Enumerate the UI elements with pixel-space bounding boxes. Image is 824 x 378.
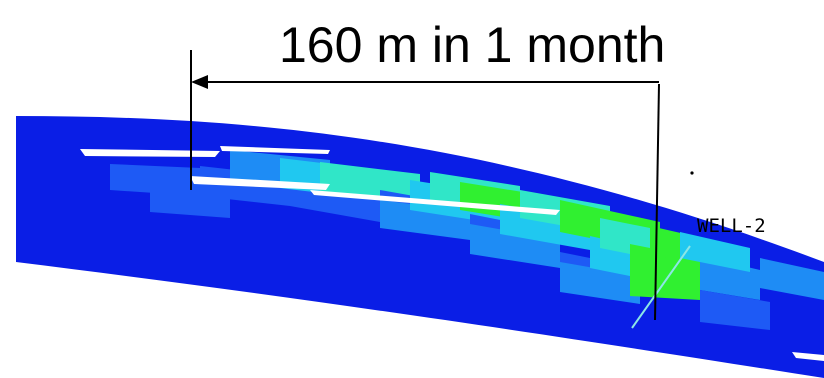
well-label: WELL-2 bbox=[697, 215, 766, 237]
gap-streak bbox=[80, 149, 220, 157]
distance-headline: 160 m in 1 month bbox=[279, 17, 665, 73]
marker-dot bbox=[690, 171, 694, 175]
gap-streak bbox=[190, 176, 330, 190]
gap-streak bbox=[310, 190, 560, 215]
distance-arrow-head bbox=[191, 75, 208, 89]
gap-streak bbox=[792, 352, 824, 361]
end-marker-line bbox=[654, 83, 660, 321]
well-trajectory bbox=[631, 245, 691, 329]
gap-streak bbox=[220, 146, 330, 154]
